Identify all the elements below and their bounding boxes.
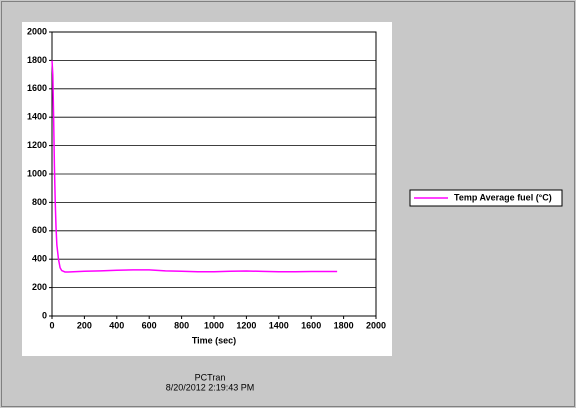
x-tick-label: 600 [142,320,157,330]
x-tick-label: 1200 [236,320,256,330]
x-tick-label: 800 [174,320,189,330]
plot-panel [22,22,392,356]
y-tick-label: 1600 [27,83,47,93]
y-tick-label: 1800 [27,55,47,65]
x-tick-label: 200 [77,320,92,330]
y-tick-label: 1200 [27,140,47,150]
legend [409,189,563,207]
x-tick-label: 0 [49,320,54,330]
x-tick-label: 1800 [334,320,354,330]
y-tick-label: 2000 [27,26,47,36]
y-tick-label: 0 [42,310,47,320]
x-tick-label: 1600 [301,320,321,330]
x-tick-label: 2000 [366,320,386,330]
y-tick-label: 1400 [27,112,47,122]
legend-label: Temp Average fuel (°C) [454,192,552,202]
x-tick-label: 400 [109,320,124,330]
series-line [51,60,338,273]
y-tick-label: 400 [32,254,47,264]
y-tick-label: 1000 [27,168,47,178]
x-axis-title: Time (sec) [192,335,236,345]
x-tick-label: 1400 [269,320,289,330]
y-tick-label: 800 [32,197,47,207]
x-tick-label: 1000 [204,320,224,330]
footer-timestamp: 8/20/2012 2:19:43 PM [166,382,255,392]
footer-app: PCTran [195,372,226,382]
y-tick-label: 600 [32,225,47,235]
y-tick-label: 200 [32,282,47,292]
